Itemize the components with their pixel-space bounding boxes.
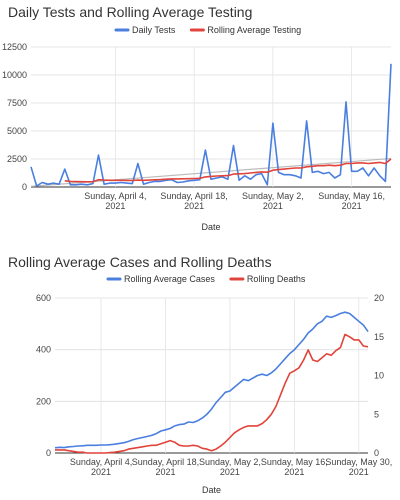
chart1-ytick-label: 0 <box>22 182 27 192</box>
chart1-xtick-label: Sunday, April 18, <box>160 191 227 201</box>
chart1-ytick-label: 2500 <box>7 154 27 164</box>
chart2-ytick-label: 200 <box>36 396 51 406</box>
chart2-title: Rolling Average Cases and Rolling Deaths <box>8 254 272 270</box>
chart1-xaxis-label: Date <box>201 222 220 232</box>
chart2-series-line-1 <box>55 333 369 454</box>
chart2-y2tick-label: 15 <box>374 332 384 342</box>
chart2-legend-label-1: Rolling Deaths <box>247 274 306 284</box>
chart2-xtick-label: 2021 <box>155 467 175 477</box>
chart1-xtick-label: 2021 <box>105 201 125 211</box>
chart1-ytick-label: 7500 <box>7 98 27 108</box>
chart1-xtick-label: Sunday, May 2, <box>242 191 304 201</box>
chart2-xtick-label: Sunday, May 30, <box>325 457 392 467</box>
chart1-xtick-label: Sunday, April 4, <box>84 191 146 201</box>
chart1-legend-label-1: Rolling Average Testing <box>207 25 301 35</box>
chart2-y2tick-label: 20 <box>374 293 384 303</box>
chart2-y2tick-label: 0 <box>374 448 379 458</box>
chart1-xtick-label: 2021 <box>342 201 362 211</box>
chart2-xaxis-label: Date <box>202 485 221 495</box>
chart2-y2tick-label: 5 <box>374 409 379 419</box>
chart1-series-line-1 <box>64 158 392 183</box>
chart2-xtick-label: Sunday, May 16, <box>261 457 328 467</box>
chart2-y2tick-label: 10 <box>374 371 384 381</box>
chart1-xtick-label: Sunday, May 16, <box>318 191 385 201</box>
chart2-xtick-label: 2021 <box>349 467 369 477</box>
chart2-xtick-label: Sunday, April 18, <box>132 457 199 467</box>
chart1-ytick-label: 12500 <box>2 42 27 52</box>
chart1-series-line-0 <box>30 63 392 187</box>
chart1-xtick-label: 2021 <box>263 201 283 211</box>
chart1-ytick-label: 10000 <box>2 70 27 80</box>
chart2-xtick-label: 2021 <box>220 467 240 477</box>
chart1-legend-label-0: Daily Tests <box>132 25 176 35</box>
chart2-xtick-label: 2021 <box>284 467 304 477</box>
chart2-xtick-label: 2021 <box>91 467 111 477</box>
chart2-legend-label-0: Rolling Average Cases <box>124 274 215 284</box>
chart2-ytick-label: 600 <box>36 293 51 303</box>
chart1-xtick-label: 2021 <box>184 201 204 211</box>
chart2-ytick-label: 0 <box>46 448 51 458</box>
chart2-series-line-0 <box>54 311 369 449</box>
chart1-title: Daily Tests and Rolling Average Testing <box>8 4 253 20</box>
chart2-ytick-label: 400 <box>36 345 51 355</box>
chart2-xtick-label: Sunday, May 2, <box>199 457 261 467</box>
chart1-ytick-label: 5000 <box>7 126 27 136</box>
chart2-xtick-label: Sunday, April 4, <box>70 457 132 467</box>
